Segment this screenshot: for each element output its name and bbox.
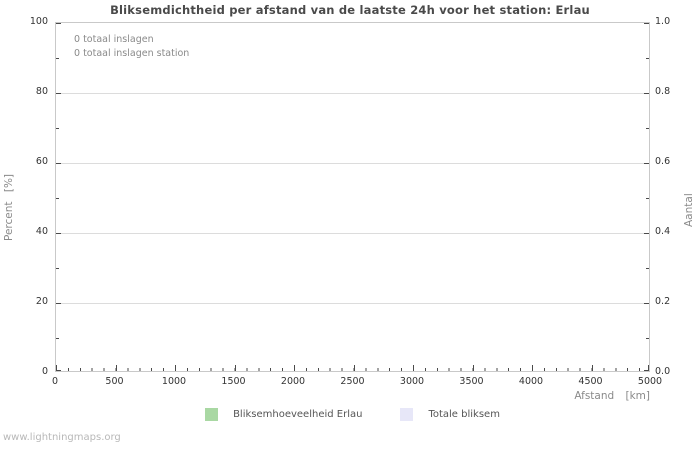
legend-label: Totale bliksem	[428, 409, 500, 420]
y-major-tick	[56, 370, 61, 371]
x-tick-label: 3000	[399, 376, 425, 387]
plot-area: 0 totaal inslagen 0 totaal inslagen stat…	[55, 22, 650, 372]
gridline	[56, 93, 649, 94]
x-major-tick	[353, 365, 355, 371]
gridline	[56, 163, 649, 164]
y-right-tick-label: 0.2	[655, 296, 671, 307]
x-major-tick	[591, 365, 593, 371]
y-right-tick-label: 1.0	[655, 16, 671, 27]
x-major-tick	[115, 365, 117, 371]
y-major-tick	[644, 303, 649, 304]
y-left-minor-ticks	[56, 23, 59, 371]
x-tick-label: 500	[105, 376, 124, 387]
x-tick-label: 5000	[637, 376, 663, 387]
y-major-tick	[644, 233, 649, 234]
y-right-tick-label: 0.6	[655, 156, 671, 167]
x-major-tick	[648, 365, 649, 371]
x-axis-title: Afstand [km]	[574, 390, 650, 402]
annotation-line-total: 0 totaal inslagen	[74, 34, 154, 45]
y-major-tick	[644, 93, 649, 94]
x-major-tick	[234, 365, 236, 371]
y-right-tick-label: 0.0	[655, 366, 671, 377]
x-major-tick	[294, 365, 295, 371]
legend-label: Bliksemhoeveelheid Erlau	[233, 409, 363, 420]
annotation-line-station: 0 totaal inslagen station	[74, 48, 190, 59]
gridline	[56, 303, 649, 304]
x-tick-label: 3500	[459, 376, 484, 387]
x-tick-label: 2500	[340, 376, 365, 387]
legend-swatch-green	[205, 408, 219, 421]
legend-swatch-lavender	[400, 408, 414, 421]
x-tick-label: 4000	[518, 376, 544, 387]
y-left-axis-title: Percent [%]	[3, 173, 15, 242]
x-major-tick	[532, 365, 533, 371]
y-left-tick-label: 0	[41, 366, 48, 377]
y-left-tick-label: 100	[29, 16, 48, 27]
x-major-tick	[472, 365, 474, 371]
y-left-tick-label: 40	[35, 226, 48, 237]
y-major-tick	[56, 233, 61, 234]
x-tick-label: 4500	[578, 376, 603, 387]
gridline	[56, 233, 649, 234]
watermark: www.lightningmaps.org	[3, 432, 121, 443]
x-tick-label: 1000	[161, 376, 187, 387]
x-tick-label: 0	[51, 376, 59, 387]
legend-item-erlau: Bliksemhoeveelheid Erlau	[205, 408, 362, 421]
y-left-tick-label: 20	[35, 296, 48, 307]
y-right-tick-label: 0.8	[655, 86, 671, 97]
x-tick-label: 1500	[221, 376, 246, 387]
y-left-tick-label: 80	[35, 86, 48, 97]
x-major-tick	[413, 365, 414, 371]
y-right-tick-label: 0.4	[655, 226, 671, 237]
x-tick-label: 2000	[280, 376, 306, 387]
y-major-tick	[644, 163, 649, 164]
x-major-tick	[56, 365, 57, 371]
x-axis-minor-ticks	[56, 368, 649, 371]
legend-item-totale: Totale bliksem	[400, 408, 500, 421]
y-right-axis-title: Aantal	[683, 193, 695, 228]
y-major-tick	[56, 163, 61, 164]
y-left-tick-label: 60	[35, 156, 48, 167]
totals-annotation: 0 totaal inslagen 0 totaal inslagen stat…	[74, 33, 189, 61]
chart-legend: Bliksemhoeveelheid Erlau Totale bliksem	[55, 408, 650, 421]
y-major-tick	[56, 23, 61, 24]
x-major-tick	[175, 365, 176, 371]
y-major-tick	[644, 23, 649, 24]
y-major-tick	[644, 370, 649, 371]
y-right-minor-ticks	[646, 23, 649, 371]
chart-title: Bliksemdichtheid per afstand van de laat…	[110, 3, 590, 17]
y-major-tick	[56, 93, 61, 94]
y-major-tick	[56, 303, 61, 304]
